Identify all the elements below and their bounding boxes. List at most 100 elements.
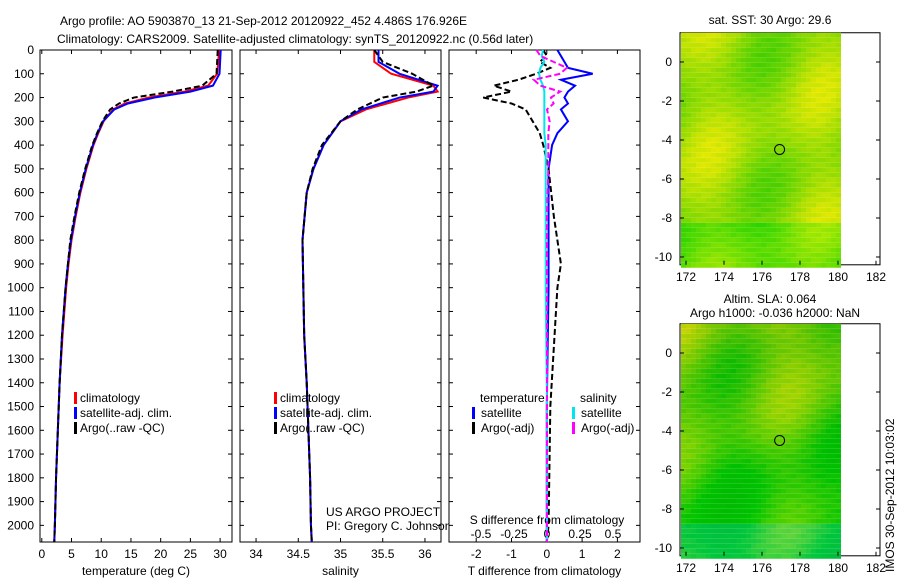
map-cell (756, 252, 761, 258)
map-cell (766, 433, 771, 439)
map-cell (726, 182, 731, 188)
map-cell (771, 107, 776, 113)
map-cell (816, 513, 821, 519)
map-cell (681, 192, 686, 198)
map-cell (716, 162, 721, 168)
map-cell (681, 167, 686, 173)
map-cell (801, 137, 806, 143)
map-cell (706, 443, 711, 449)
map-cell (701, 197, 706, 203)
y-tick-label: 1700 (7, 447, 34, 461)
map-cell (761, 508, 766, 514)
map-cell (751, 242, 756, 248)
map-cell (831, 162, 836, 168)
map-cell (836, 192, 841, 198)
map-cell (821, 137, 826, 143)
map-cell (776, 57, 781, 63)
map-cell (686, 488, 691, 494)
map-cell (766, 488, 771, 494)
x-tick-label: 176 (752, 561, 772, 575)
map-cell (786, 67, 791, 73)
map-cell (756, 463, 761, 469)
map-cell (811, 368, 816, 374)
map-cell (766, 222, 771, 228)
map-cell (826, 77, 831, 83)
map-cell (796, 468, 801, 474)
map-cell (786, 503, 791, 509)
map-cell (766, 403, 771, 409)
map-cell (771, 152, 776, 158)
map-cell (746, 473, 751, 479)
map-cell (726, 488, 731, 494)
map-cell (826, 533, 831, 539)
map-cell (796, 192, 801, 198)
map-cell (816, 438, 821, 444)
map-cell (741, 217, 746, 223)
map-cell (741, 373, 746, 379)
map-cell (836, 548, 841, 554)
map-cell (816, 167, 821, 173)
legend-label: Argo(..raw -QC) (280, 421, 365, 435)
map-cell (736, 488, 741, 494)
map-cell (801, 338, 806, 344)
map-cell (801, 358, 806, 364)
map-cell (796, 242, 801, 248)
map-cell (681, 227, 686, 233)
map-cell (681, 508, 686, 514)
map-cell (686, 548, 691, 554)
map-cell (711, 122, 716, 128)
map-cell (721, 398, 726, 404)
map-cell (811, 112, 816, 118)
map-cell (741, 167, 746, 173)
map-cell (716, 408, 721, 414)
map-cell (826, 262, 831, 268)
map-cell (781, 97, 786, 103)
map-cell (801, 162, 806, 168)
map-cell (746, 353, 751, 359)
map-cell (826, 408, 831, 414)
map-cell (721, 47, 726, 53)
map-cell (711, 358, 716, 364)
map-cell (781, 528, 786, 534)
map-cell (836, 543, 841, 549)
map-cell (751, 177, 756, 183)
map-cell (686, 343, 691, 349)
map-cell (741, 132, 746, 138)
map-cell (691, 187, 696, 193)
map-cell (831, 513, 836, 519)
map-cell (826, 222, 831, 228)
map-cell (836, 533, 841, 539)
map-cell (806, 328, 811, 334)
map-cell (781, 217, 786, 223)
map-cell (806, 508, 811, 514)
map-cell (711, 77, 716, 83)
map-cell (721, 538, 726, 544)
map-cell (691, 37, 696, 43)
legend-swatch (274, 392, 277, 404)
y-tick-label: 900 (14, 257, 34, 271)
map-cell (826, 152, 831, 158)
map-cell (781, 548, 786, 554)
salinity-axes-box (239, 49, 442, 543)
map-cell (706, 383, 711, 389)
map-cell (791, 498, 796, 504)
map-cell (776, 538, 781, 544)
map-cell (731, 152, 736, 158)
map-cell (686, 47, 691, 53)
map-cell (836, 408, 841, 414)
diff-series-2 (538, 49, 548, 542)
map-cell (796, 47, 801, 53)
map-cell (711, 97, 716, 103)
map-cell (806, 523, 811, 529)
map-cell (791, 453, 796, 459)
map-cell (691, 122, 696, 128)
map-cell (721, 523, 726, 529)
map-cell (836, 247, 841, 253)
map-cell (741, 142, 746, 148)
map-cell (806, 157, 811, 163)
map-cell (761, 423, 766, 429)
map-cell (816, 142, 821, 148)
map-cell (696, 518, 701, 524)
map-cell (816, 82, 821, 88)
map-cell (681, 72, 686, 78)
